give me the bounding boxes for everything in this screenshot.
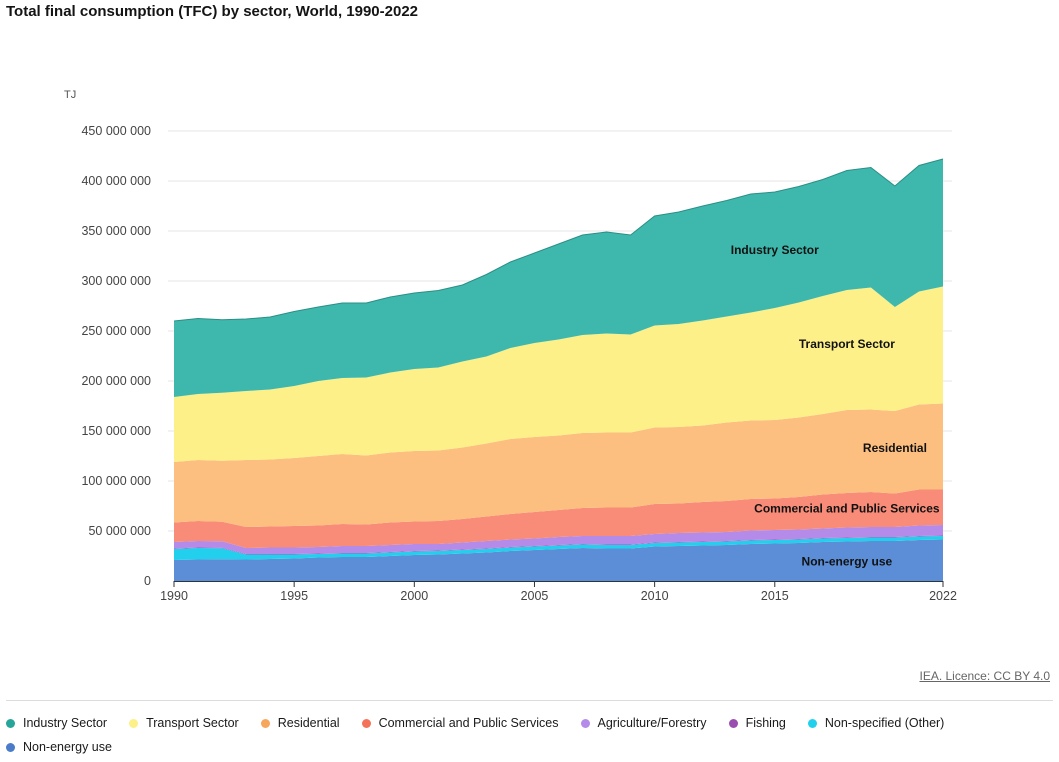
legend-item-transport-sector[interactable]: Transport Sector	[129, 716, 239, 730]
legend-item-industry-sector[interactable]: Industry Sector	[6, 716, 107, 730]
y-tick-label: 350 000 000	[81, 224, 151, 238]
y-tick-label: 150 000 000	[81, 424, 151, 438]
x-tick-label: 1995	[280, 589, 308, 603]
legend-label: Non-specified (Other)	[824, 716, 945, 730]
legend: Industry Sector Transport Sector Residenti…	[6, 716, 1046, 754]
y-tick-label: 100 000 000	[81, 474, 151, 488]
legend-label: Transport Sector	[146, 716, 239, 730]
legend-item-commercial-and-public-services[interactable]: Commercial and Public Services	[361, 716, 559, 730]
legend-dot-icon	[6, 742, 15, 752]
series-label-non-energy-use: Non-energy use	[802, 554, 893, 568]
series-label-transport-sector: Transport Sector	[799, 337, 895, 351]
legend-label: Non-energy use	[23, 740, 112, 754]
x-tick-label: 2000	[400, 589, 428, 603]
series-label-commercial-and-public-services: Commercial and Public Services	[754, 502, 940, 516]
legend-dot-icon	[6, 718, 15, 728]
legend-dot-icon	[728, 718, 738, 728]
legend-dot-icon	[129, 718, 139, 728]
legend-item-agriculture-forestry[interactable]: Agriculture/Forestry	[580, 716, 707, 730]
y-tick-label: 300 000 000	[81, 274, 151, 288]
y-tick-label: 450 000 000	[81, 124, 151, 138]
x-tick-label: 2010	[641, 589, 669, 603]
legend-label: Agriculture/Forestry	[597, 716, 707, 730]
chart-title: Total final consumption (TFC) by sector,…	[6, 3, 419, 20]
y-tick-label: 0	[144, 574, 151, 588]
area-agriculture-forestry	[174, 525, 943, 554]
y-tick-label: 50 000 000	[88, 524, 151, 538]
area-commercial-and-public-services	[174, 489, 943, 548]
x-tick-label: 2022	[929, 589, 957, 603]
legend-item-fishing[interactable]: Fishing	[728, 716, 786, 730]
legend-label: Fishing	[745, 716, 786, 730]
area-top-outline	[173, 158, 944, 322]
licence-link[interactable]: IEA. Licence: CC BY 4.0	[919, 669, 1050, 683]
area-non-specified-other	[174, 536, 943, 560]
area-residential	[174, 403, 943, 527]
legend-label: Residential	[277, 716, 340, 730]
area-industry-sector	[174, 159, 943, 397]
x-tick-label: 1990	[160, 589, 188, 603]
legend-dot-icon	[260, 718, 270, 728]
legend-label: Industry Sector	[23, 716, 108, 730]
x-tick-label: 2005	[521, 589, 549, 603]
y-tick-label: 250 000 000	[81, 324, 151, 338]
legend-dot-icon	[361, 718, 371, 728]
legend-label: Commercial and Public Services	[378, 716, 559, 730]
legend-dot-icon	[807, 718, 817, 728]
legend-item-non-energy-use[interactable]: Non-energy use	[6, 740, 112, 754]
legend-item-non-specified-other[interactable]: Non-specified (Other)	[807, 716, 945, 730]
legend-divider	[6, 700, 1053, 701]
legend-dot-icon	[580, 718, 590, 728]
series-label-industry-sector: Industry Sector	[731, 243, 819, 257]
x-tick-label: 2015	[761, 589, 789, 603]
stacked-area-chart: 0 50 000 000 100 000 000 150 000 000 200 000…	[81, 124, 957, 603]
series-label-residential: Residential	[863, 441, 927, 455]
area-transport-sector	[174, 286, 943, 462]
y-tick-label: 400 000 000	[81, 174, 151, 188]
area-non-energy-use	[174, 539, 943, 581]
legend-item-residential[interactable]: Residential	[260, 716, 340, 730]
y-tick-label: 200 000 000	[81, 374, 151, 388]
y-axis-unit: TJ	[64, 89, 77, 101]
